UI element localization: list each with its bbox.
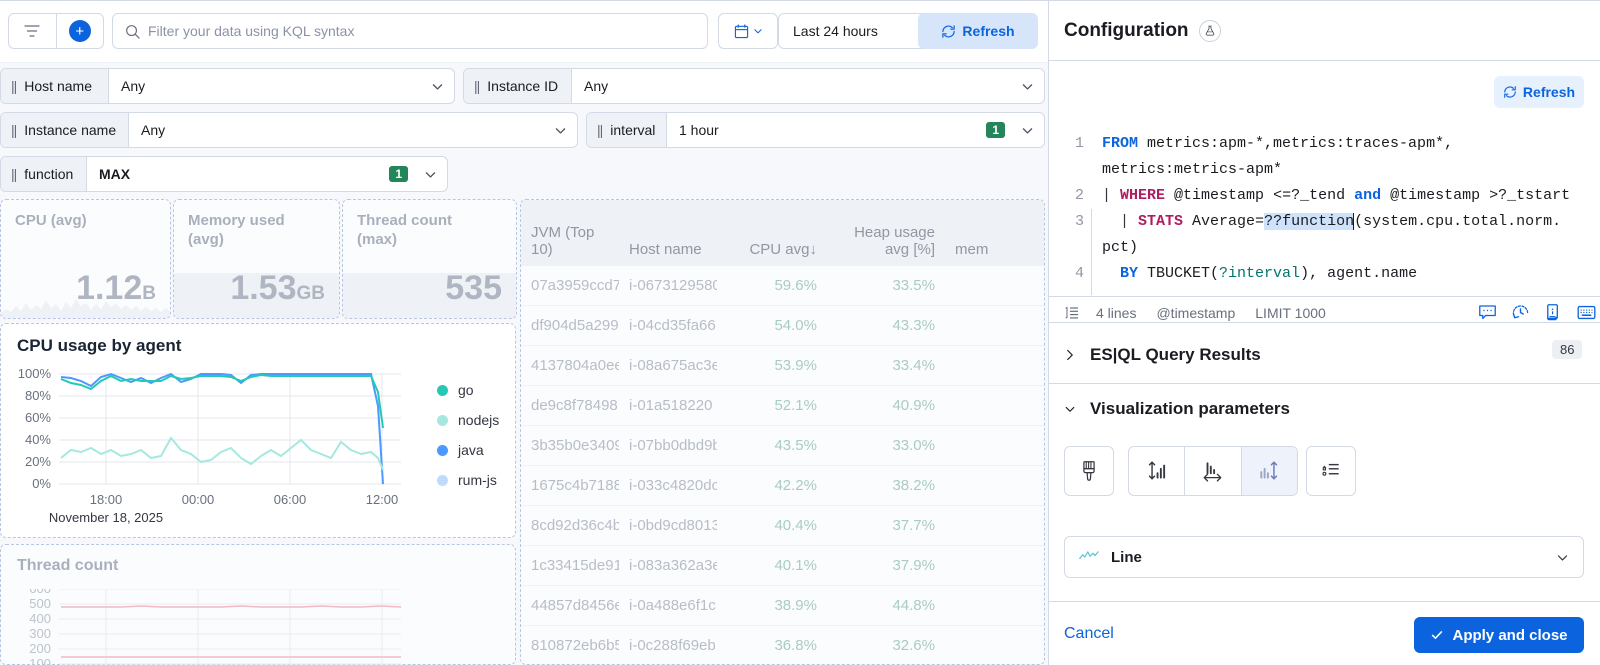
svg-text:100: 100 (29, 656, 51, 665)
svg-text:300: 300 (29, 626, 51, 641)
svg-text:60%: 60% (25, 410, 51, 425)
svg-text:40%: 40% (25, 432, 51, 447)
svg-text:06:00: 06:00 (274, 492, 307, 507)
svg-text:80%: 80% (25, 388, 51, 403)
svg-text:500: 500 (29, 596, 51, 611)
svg-text:100%: 100% (18, 366, 52, 381)
svg-text:20%: 20% (25, 454, 51, 469)
svg-text:18:00: 18:00 (90, 492, 123, 507)
svg-text:0%: 0% (32, 476, 51, 491)
svg-text:600: 600 (29, 589, 51, 596)
svg-text:00:00: 00:00 (182, 492, 215, 507)
svg-text:400: 400 (29, 611, 51, 626)
svg-text:200: 200 (29, 641, 51, 656)
svg-text:12:00: 12:00 (366, 492, 399, 507)
svg-text:November 18, 2025: November 18, 2025 (49, 510, 163, 525)
